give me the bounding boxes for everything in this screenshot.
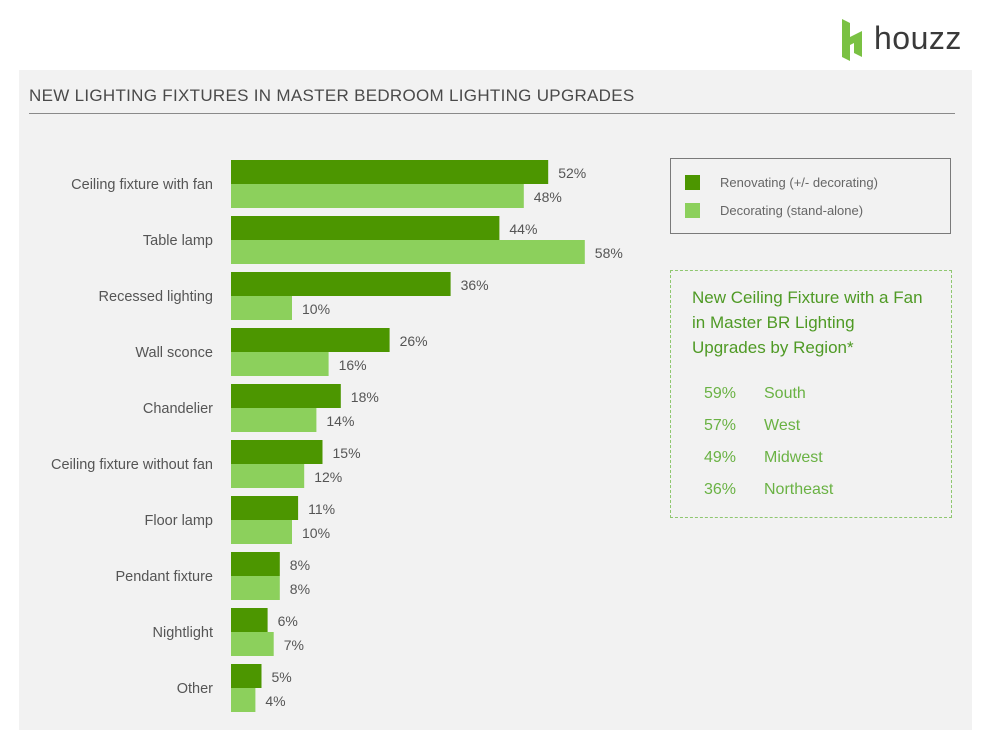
category-label-chandelier: Chandelier — [143, 401, 213, 417]
bar-decorating-recessed-lighting — [231, 296, 292, 320]
legend-label-renovating: Renovating (+/- decorating) — [720, 174, 878, 190]
legend-swatch-decorating — [685, 202, 700, 218]
bar-decorating-ceiling-fixture-without-fan — [231, 464, 305, 488]
region-row-midwest: 49% Midwest — [671, 449, 951, 471]
region-pct: 49% — [704, 449, 737, 466]
category-label-recessed-lighting: Recessed lighting — [99, 289, 213, 305]
category-label-nightlight: Nightlight — [153, 625, 213, 641]
category-label-table-lamp: Table lamp — [143, 233, 213, 249]
region-name: West — [764, 417, 801, 434]
value-label-decorating-wall-sconce: 16% — [339, 357, 367, 373]
value-label-renovating-pendant-fixture: 8% — [290, 557, 310, 573]
bar-decorating-nightlight — [231, 632, 274, 656]
value-label-renovating-ceiling-fixture-with-fan: 52% — [558, 165, 586, 181]
legend-label-decorating: Decorating (stand-alone) — [720, 202, 864, 218]
region-row-west: 57% West — [671, 417, 951, 439]
region-pct: 57% — [704, 417, 737, 434]
value-label-decorating-ceiling-fixture-with-fan: 48% — [534, 189, 562, 205]
region-row-northeast: 36% Northeast — [671, 481, 951, 503]
category-label-ceiling-fixture-with-fan: Ceiling fixture with fan — [71, 177, 213, 193]
bar-renovating-recessed-lighting — [231, 272, 451, 296]
bar-renovating-floor-lamp — [231, 496, 299, 520]
bar-decorating-ceiling-fixture-with-fan — [231, 184, 524, 208]
bar-renovating-wall-sconce — [231, 328, 390, 352]
bar-chart: Ceiling fixture with fan 52% 48% Table lamp… — [51, 160, 623, 712]
region-callout-title: New Ceiling Fixture with a Fan in Master… — [692, 288, 923, 357]
region-row-south: 59% South — [671, 385, 951, 407]
title-divider — [29, 113, 955, 114]
region-callout: New Ceiling Fixture with a Fan in Master… — [670, 270, 952, 518]
value-label-decorating-table-lamp: 58% — [595, 245, 623, 261]
bar-renovating-ceiling-fixture-without-fan — [231, 440, 323, 464]
chart-legend: Renovating (+/- decorating) Decorating (… — [670, 158, 951, 234]
bar-decorating-table-lamp — [231, 240, 585, 264]
legend-item-renovating: Renovating (+/- decorating) — [685, 173, 878, 191]
category-label-floor-lamp: Floor lamp — [145, 513, 214, 529]
value-label-decorating-nightlight: 7% — [284, 637, 304, 653]
bar-decorating-other — [231, 688, 256, 712]
value-label-decorating-chandelier: 14% — [326, 413, 354, 429]
bar-renovating-nightlight — [231, 608, 268, 632]
value-label-decorating-pendant-fixture: 8% — [290, 581, 310, 597]
region-name: South — [764, 385, 806, 402]
value-label-renovating-floor-lamp: 11% — [308, 501, 335, 517]
value-label-decorating-floor-lamp: 10% — [302, 525, 330, 541]
category-label-wall-sconce: Wall sconce — [135, 345, 213, 361]
chart-title: NEW LIGHTING FIXTURES IN MASTER BEDROOM … — [29, 86, 635, 105]
bar-decorating-chandelier — [231, 408, 317, 432]
region-name: Midwest — [764, 449, 823, 466]
value-label-renovating-chandelier: 18% — [351, 389, 379, 405]
bar-renovating-pendant-fixture — [231, 552, 280, 576]
region-name: Northeast — [764, 481, 834, 498]
value-label-renovating-table-lamp: 44% — [509, 221, 537, 237]
category-label-ceiling-fixture-without-fan: Ceiling fixture without fan — [51, 457, 213, 473]
value-label-decorating-ceiling-fixture-without-fan: 12% — [314, 469, 342, 485]
bar-decorating-floor-lamp — [231, 520, 292, 544]
brand-wordmark: houzz — [874, 20, 962, 56]
bar-renovating-other — [231, 664, 262, 688]
bar-renovating-table-lamp — [231, 216, 500, 240]
category-label-pendant-fixture: Pendant fixture — [115, 569, 213, 585]
value-label-decorating-recessed-lighting: 10% — [302, 301, 330, 317]
value-label-renovating-recessed-lighting: 36% — [461, 277, 489, 293]
value-label-renovating-ceiling-fixture-without-fan: 15% — [333, 445, 361, 461]
bar-decorating-wall-sconce — [231, 352, 329, 376]
legend-swatch-renovating — [685, 174, 700, 190]
bar-renovating-ceiling-fixture-with-fan — [231, 160, 549, 184]
legend-item-decorating: Decorating (stand-alone) — [685, 201, 863, 219]
region-pct: 59% — [704, 385, 737, 402]
region-pct: 36% — [704, 481, 737, 498]
value-label-renovating-nightlight: 6% — [278, 613, 298, 629]
bar-decorating-pendant-fixture — [231, 576, 280, 600]
value-label-decorating-other: 4% — [265, 693, 285, 709]
bar-renovating-chandelier — [231, 384, 341, 408]
houzz-leaf-logo-icon — [842, 19, 862, 61]
value-label-renovating-other: 5% — [272, 669, 292, 685]
value-label-renovating-wall-sconce: 26% — [400, 333, 428, 349]
category-label-other: Other — [177, 681, 213, 697]
